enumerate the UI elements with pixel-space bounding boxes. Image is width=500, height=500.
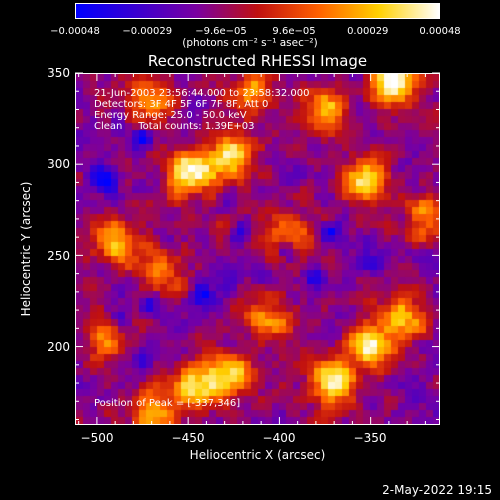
annotation-time-range: 21-Jun-2003 23:56:44.000 to 23:58:32.000 (94, 88, 310, 99)
colorbar-tick-label: −9.6e−05 (195, 26, 247, 37)
annotation-clean: Clean Total counts: 1.39E+03 (94, 121, 255, 132)
x-tick-label-minus400: −400 (262, 431, 296, 445)
x-axis-label: Heliocentric X (arcsec) (189, 448, 326, 462)
y-tick-label-350: 350 (47, 66, 70, 80)
colorbar (75, 3, 440, 19)
colorbar-tick-label: 0.00029 (347, 26, 389, 37)
y-tick-label-250: 250 (47, 249, 70, 263)
x-tick-label-minus450: −450 (171, 431, 205, 445)
colorbar-tick-label: −0.00029 (122, 26, 173, 37)
annotation-peak: Position of Peak = [-337,346] (94, 398, 241, 409)
x-tick-label-minus500: −500 (80, 431, 114, 445)
y-tick-label-200: 200 (47, 340, 70, 354)
chart-title: Reconstructed RHESSI Image (147, 52, 368, 70)
datestamp: 2-May-2022 19:15 (382, 483, 492, 497)
heatmap-image (76, 74, 439, 424)
annotation-detectors: Detectors: 3F 4F 5F 6F 7F 8F, Att 0 (94, 99, 269, 110)
plot-area: 21-Jun-2003 23:56:44.000 to 23:58:32.000… (75, 73, 440, 425)
x-tick-label-minus350: −350 (353, 431, 387, 445)
colorbar-tick-label: −0.00048 (50, 26, 100, 37)
y-tick-label-300: 300 (47, 157, 70, 171)
colorbar-tick-label: 0.00048 (419, 26, 461, 37)
colorbar-tick-label: 9.6e−05 (272, 26, 316, 37)
annotation-energy: Energy Range: 25.0 - 50.0 keV (94, 110, 247, 121)
colorbar-units: (photons cm⁻² s⁻¹ asec⁻²) (182, 37, 318, 49)
y-axis-label: Heliocentric Y (arcsec) (19, 181, 33, 317)
